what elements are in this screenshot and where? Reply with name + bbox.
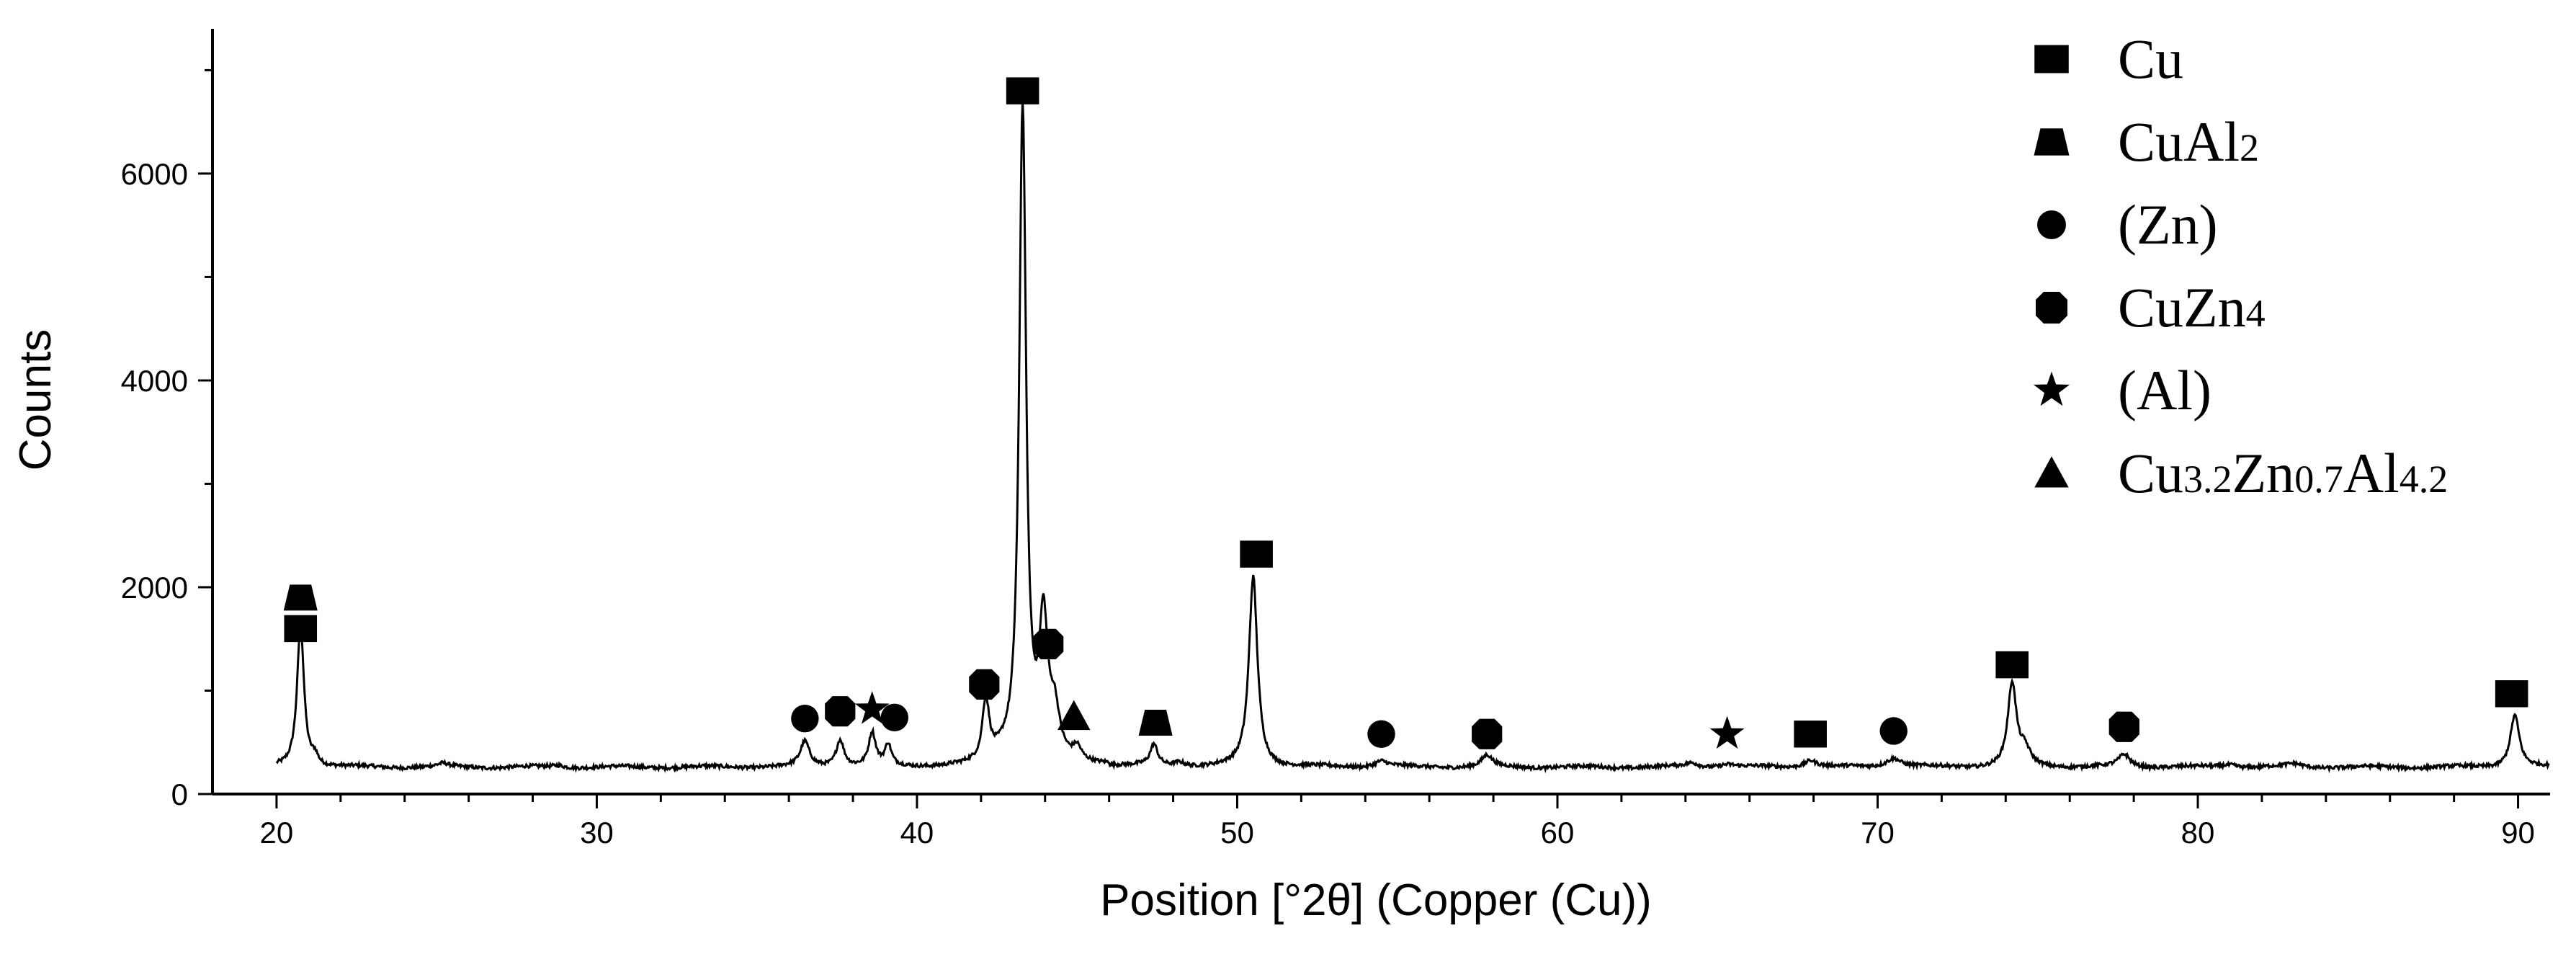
marker-octagon: [825, 696, 856, 727]
x-axis-title: Position [°2θ] (Copper (Cu)): [1100, 875, 1652, 925]
legend-entry: CuZn4: [2118, 276, 2266, 339]
x-tick-label: 90: [2501, 816, 2535, 850]
legend-entry: Cu3.2Zn0.7Al4.2: [2118, 442, 2448, 504]
x-tick-label: 80: [2181, 816, 2215, 850]
marker-square: [2495, 680, 2528, 708]
legend-marker-octagon: [2036, 292, 2067, 324]
y-tick-label: 6000: [121, 157, 188, 191]
phase-markers: [283, 77, 2528, 749]
legend-marker-trapezoid: [2034, 128, 2070, 156]
marker-circle: [791, 705, 819, 733]
marker-octagon: [1033, 628, 1064, 660]
x-tick-label: 40: [900, 816, 934, 850]
legend-marker-square: [2034, 45, 2069, 73]
diffraction-line: [275, 101, 2550, 774]
y-tick-label: 4000: [121, 364, 188, 398]
marker-square: [1240, 540, 1273, 568]
x-ticks: 20 30 40 50 60 70 80 90: [260, 794, 2535, 850]
marker-circle: [880, 703, 909, 731]
legend-entry: Cu: [2118, 27, 2183, 90]
marker-square: [1794, 721, 1827, 748]
legend-marker-star: [2034, 371, 2070, 406]
marker-square: [1006, 77, 1039, 104]
marker-square: [1995, 651, 2029, 679]
y-axis-title: Counts: [11, 329, 61, 471]
x-tick-label: 70: [1861, 816, 1895, 850]
marker-trapezoid: [1138, 709, 1173, 736]
x-tick-label: 60: [1541, 816, 1575, 850]
x-tick-label: 30: [580, 816, 614, 850]
marker-circle: [1879, 717, 1908, 745]
marker-star: [1709, 716, 1745, 749]
x-tick-label: 50: [1220, 816, 1254, 850]
y-tick-label: 0: [171, 777, 188, 811]
legend-marker-circle: [2037, 210, 2066, 239]
legend: Cu CuAl2 (Zn) CuZn4 (Al) Cu3.2Zn0.7Al4.2: [2034, 27, 2448, 504]
legend-marker-triangle: [2034, 456, 2069, 488]
marker-octagon: [1472, 718, 1503, 749]
marker-square: [284, 615, 318, 643]
marker-trapezoid: [283, 584, 318, 611]
legend-entry: (Zn): [2118, 193, 2218, 256]
marker-triangle: [1057, 700, 1091, 731]
marker-octagon: [969, 669, 1000, 700]
legend-entry: CuAl2: [2118, 110, 2259, 173]
marker-circle: [1367, 720, 1395, 748]
marker-star: [854, 691, 890, 724]
marker-octagon: [2108, 711, 2139, 742]
legend-entry: (Al): [2118, 359, 2211, 422]
y-ticks: 0 2000 4000 6000: [121, 68, 213, 811]
x-tick-label: 20: [260, 816, 294, 850]
axes: [211, 29, 2550, 795]
y-tick-label: 2000: [121, 571, 188, 605]
